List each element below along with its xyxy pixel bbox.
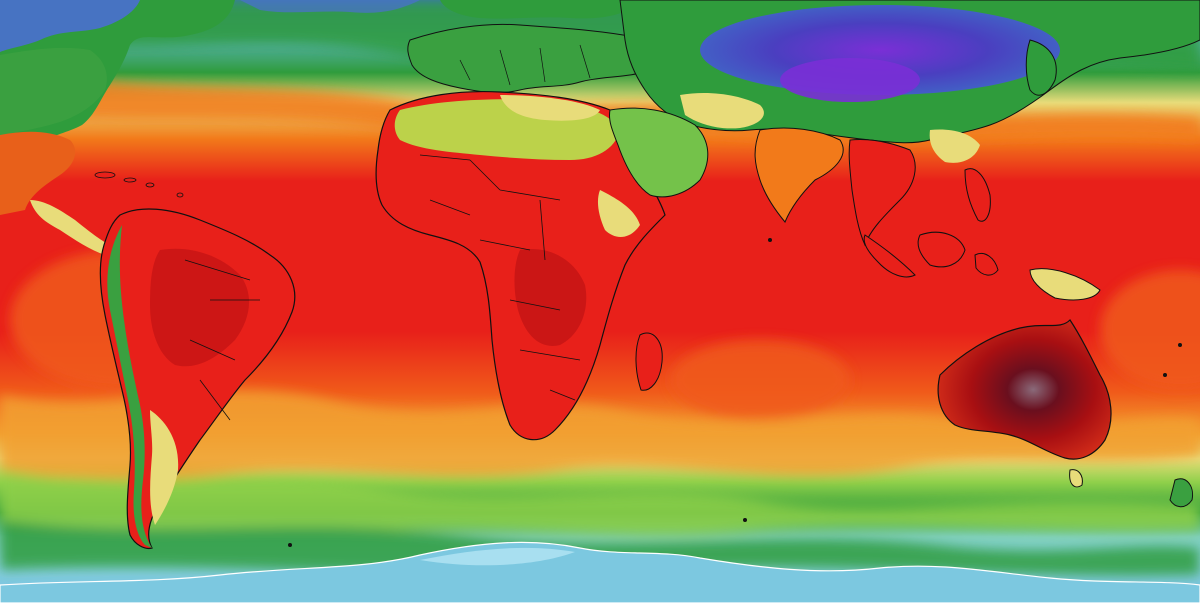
new-zealand xyxy=(1169,478,1194,508)
arabian-peninsula xyxy=(609,107,709,198)
south-america xyxy=(99,208,296,550)
north-america xyxy=(0,0,235,255)
europe xyxy=(407,0,660,94)
australia xyxy=(937,319,1112,488)
asia xyxy=(619,0,1200,247)
pacific-islands xyxy=(288,238,1182,547)
africa xyxy=(375,91,666,441)
caribbean-islands xyxy=(94,171,184,198)
antarctica xyxy=(0,541,1200,603)
madagascar xyxy=(635,332,663,391)
southeast-asia-islands xyxy=(863,168,1101,301)
